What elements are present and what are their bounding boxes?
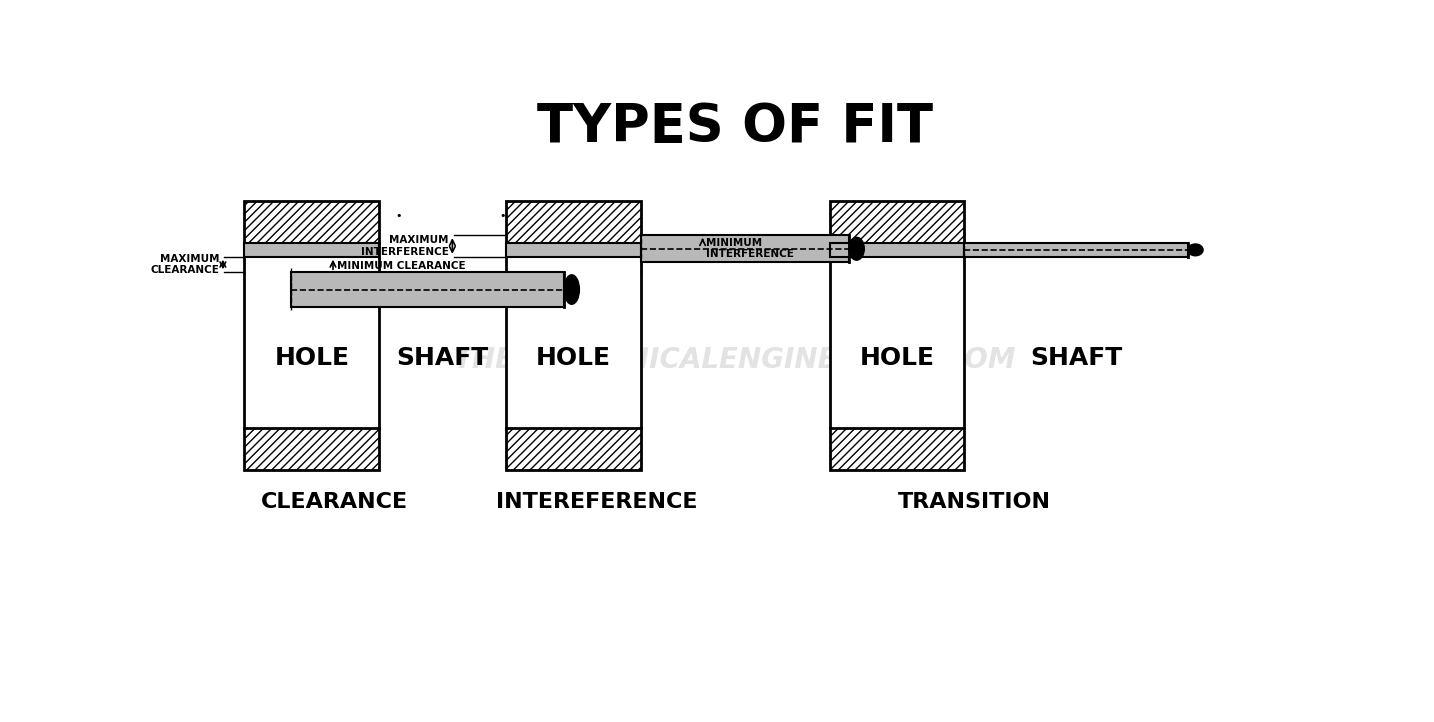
- Ellipse shape: [1187, 244, 1203, 256]
- Bar: [244, 243, 379, 427]
- Bar: [506, 201, 641, 243]
- Bar: [506, 427, 641, 470]
- Ellipse shape: [564, 275, 579, 304]
- Bar: [641, 235, 849, 262]
- Text: MAXIMUM
INTERFERENCE: MAXIMUM INTERFERENCE: [360, 235, 449, 257]
- Text: HOLE: HOLE: [859, 346, 935, 370]
- Text: HOLE: HOLE: [274, 346, 350, 370]
- Text: THEMECHANICALENGINEERING.COM: THEMECHANICALENGINEERING.COM: [453, 346, 1017, 374]
- Text: HOLE: HOLE: [536, 346, 611, 370]
- Bar: [506, 243, 641, 257]
- Text: MINIMUM CLEARANCE: MINIMUM CLEARANCE: [337, 261, 466, 271]
- Ellipse shape: [849, 238, 865, 260]
- Bar: [965, 243, 1187, 257]
- Bar: [244, 201, 379, 243]
- Bar: [830, 243, 965, 257]
- Bar: [244, 243, 379, 257]
- Bar: [506, 243, 641, 427]
- Text: MAXIMUM
CLEARANCE: MAXIMUM CLEARANCE: [151, 253, 219, 275]
- Bar: [291, 272, 564, 307]
- Text: SHAFT: SHAFT: [1030, 346, 1123, 370]
- Text: •: •: [396, 211, 402, 221]
- Text: MINIMUM
INTERFERENCE: MINIMUM INTERFERENCE: [707, 238, 794, 259]
- Bar: [830, 243, 965, 427]
- Text: CLEARANCE: CLEARANCE: [261, 492, 409, 513]
- Bar: [830, 427, 965, 470]
- Text: •: •: [499, 211, 506, 221]
- Text: INTEREFERENCE: INTEREFERENCE: [496, 492, 697, 513]
- Text: SHAFT: SHAFT: [397, 346, 489, 370]
- Text: TRANSITION: TRANSITION: [898, 492, 1051, 513]
- Text: TYPES OF FIT: TYPES OF FIT: [536, 100, 934, 152]
- Bar: [244, 427, 379, 470]
- Bar: [830, 201, 965, 243]
